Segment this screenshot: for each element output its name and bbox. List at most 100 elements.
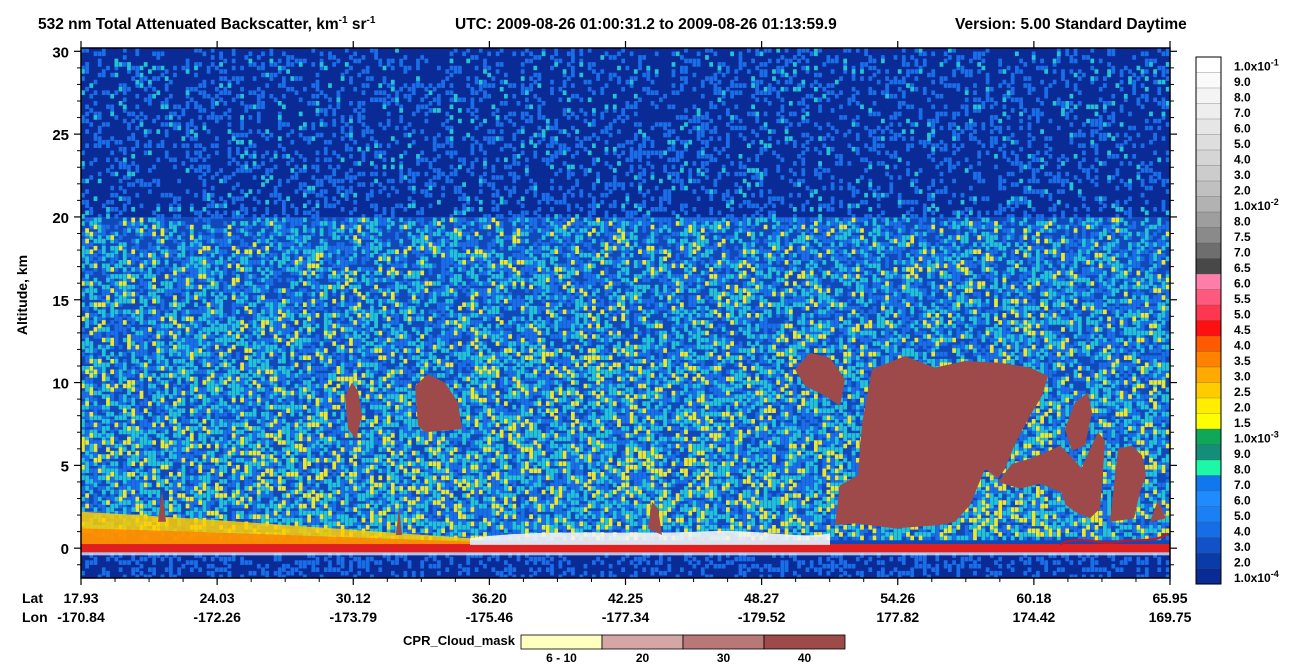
- chart-title: 532 nm Total Attenuated Backscatter, km-…: [38, 15, 1187, 33]
- colorbar-swatch: [1195, 568, 1222, 585]
- colorbar: 1.0x10-19.08.07.06.05.04.03.02.01.0x10-2…: [1195, 56, 1279, 585]
- colorbar-label: 1.0x10-2: [1234, 197, 1279, 213]
- colorbar-swatch: [1195, 149, 1222, 167]
- x-tick-lon: 169.75: [1149, 609, 1192, 625]
- x-tick-lat: 65.95: [1152, 590, 1187, 606]
- colorbar-label: 3.0: [1234, 540, 1251, 554]
- plot-area: [80, 47, 1171, 579]
- colorbar-label: 4.0: [1234, 525, 1251, 539]
- chart-title-mid: sr: [348, 16, 367, 33]
- colorbar-swatch: [1195, 289, 1222, 306]
- y-tick-label: 15: [52, 293, 69, 310]
- cpr-cloud-8: [1065, 392, 1092, 451]
- cloud-mask-label: CPR_Cloud_mask: [403, 633, 516, 648]
- x-tick-lon: -175.46: [466, 609, 514, 625]
- x-tick-lat: 54.26: [880, 590, 915, 606]
- chart-title-main: 532 nm Total Attenuated Backscatter, km: [38, 16, 339, 33]
- feature-layer: [81, 352, 1170, 556]
- y-tick-label: 25: [52, 127, 69, 144]
- cpr-cloud-7: [998, 445, 1085, 492]
- colorbar-swatch: [1195, 258, 1222, 275]
- x-tick-lon: -177.34: [602, 609, 650, 625]
- x-tick-lon: 177.82: [876, 609, 919, 625]
- colorbar-swatch: [1195, 335, 1222, 353]
- colorbar-label: 5.0: [1234, 137, 1251, 151]
- chart-title-sup2: -1: [367, 15, 376, 26]
- colorbar-frame: [1195, 56, 1222, 585]
- colorbar-swatch: [1195, 72, 1222, 89]
- colorbar-label: 4.0: [1234, 339, 1251, 353]
- x-tick-lon: -173.79: [330, 609, 378, 625]
- colorbar-label: 6.0: [1234, 277, 1251, 291]
- y-axis-label: Altitude, km: [14, 255, 30, 335]
- colorbar-label: 4.5: [1234, 323, 1251, 337]
- cloud-mask-bin-label: 6 - 10: [546, 651, 577, 665]
- colorbar-label: 7.0: [1234, 246, 1251, 260]
- colorbar-label: 5.5: [1234, 292, 1251, 306]
- y-tick-label: 30: [52, 44, 69, 61]
- cpr-cloud-9: [1060, 432, 1105, 519]
- cpr-cloud-1: [345, 382, 362, 439]
- chart-title-utc: UTC: 2009-08-26 01:00:31.2 to 2009-08-26…: [455, 16, 837, 33]
- colorbar-label: 7.0: [1234, 478, 1251, 492]
- colorbar-swatch: [1195, 118, 1222, 136]
- x-tick-lat: 42.25: [608, 590, 643, 606]
- cloud-mask-swatch: [601, 634, 684, 650]
- colorbar-swatch: [1195, 521, 1222, 539]
- colorbar-label: 1.5: [1234, 416, 1251, 430]
- cloud-mask-bin-label: 40: [798, 651, 812, 665]
- cloud-mask-swatch: [763, 634, 846, 650]
- colorbar-label: 4.0: [1234, 153, 1251, 167]
- colorbar-label: 6.0: [1234, 494, 1251, 508]
- colorbar-swatch: [1195, 413, 1222, 430]
- colorbar-label: 5.0: [1234, 308, 1251, 322]
- colorbar-swatch: [1195, 103, 1222, 120]
- colorbar-label: 3.0: [1234, 168, 1251, 182]
- colorbar-label: 3.0: [1234, 370, 1251, 384]
- y-tick-label: 20: [52, 210, 69, 227]
- colorbar-swatch: [1195, 506, 1222, 523]
- colorbar-label: 1.0x10-3: [1234, 430, 1279, 446]
- colorbar-swatch: [1195, 552, 1222, 570]
- chart-title-sup1: -1: [339, 15, 348, 26]
- colorbar-label: 8.0: [1234, 215, 1251, 229]
- colorbar-label: 2.0: [1234, 401, 1251, 415]
- y-tick-label: 5: [61, 458, 69, 475]
- colorbar-label: 1.0x10-1: [1234, 58, 1279, 74]
- x-tick-lon: 174.42: [1012, 609, 1055, 625]
- x-tick-lat: 17.93: [63, 590, 98, 606]
- colorbar-swatch: [1195, 134, 1222, 151]
- x-row-label-lon: Lon: [22, 609, 48, 625]
- colorbar-swatch: [1195, 304, 1222, 322]
- x-tick-lon: -179.52: [738, 609, 786, 625]
- y-axis: 0 5 10 15 20 25 30: [52, 44, 1177, 566]
- cloud-mask-bin-label: 30: [717, 651, 731, 665]
- colorbar-swatch: [1195, 87, 1222, 105]
- colorbar-swatch: [1195, 320, 1222, 337]
- colorbar-swatch: [1195, 366, 1222, 384]
- colorbar-label: 2.0: [1234, 184, 1251, 198]
- surface-return-edge: [81, 552, 1170, 556]
- colorbar-label: 2.5: [1234, 385, 1251, 399]
- colorbar-label: 5.0: [1234, 509, 1251, 523]
- colorbar-swatch: [1195, 397, 1222, 415]
- chart-title-version: Version: 5.00 Standard Daytime: [955, 16, 1187, 33]
- x-tick-lat: 36.20: [472, 590, 507, 606]
- cpr-cloud-2: [415, 374, 462, 433]
- aerosol-core: [81, 528, 470, 545]
- colorbar-swatch: [1195, 490, 1222, 508]
- surface-trace: [1059, 532, 1169, 546]
- colorbar-label: 9.0: [1234, 75, 1251, 89]
- colorbar-swatch: [1195, 475, 1222, 492]
- x-row-label-lat: Lat: [22, 590, 43, 606]
- colorbar-label: 3.5: [1234, 354, 1251, 368]
- x-tick-lat: 30.12: [336, 590, 371, 606]
- cloud-mask-swatch: [520, 634, 603, 650]
- colorbar-swatch: [1195, 428, 1222, 446]
- colorbar-label: 7.5: [1234, 230, 1251, 244]
- colorbar-label: 6.0: [1234, 122, 1251, 136]
- x-tick-lat: 24.03: [200, 590, 235, 606]
- colorbar-swatch: [1195, 211, 1222, 229]
- colorbar-swatch: [1195, 273, 1222, 291]
- y-tick-label: 10: [52, 376, 69, 393]
